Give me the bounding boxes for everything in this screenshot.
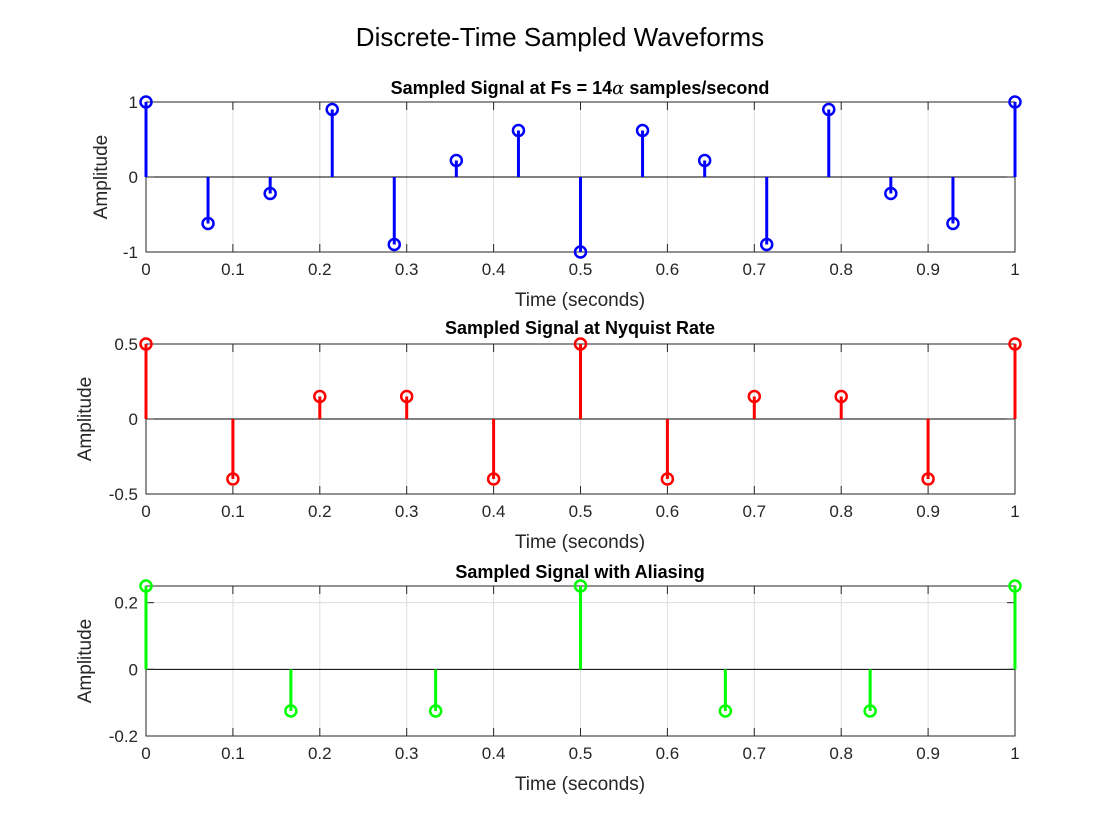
- stem-marker: [226, 472, 240, 486]
- x-tick-label: 0.2: [308, 502, 332, 521]
- x-tick-label: 0.3: [395, 744, 419, 763]
- stem-marker: [511, 123, 526, 138]
- stem-marker: [573, 245, 588, 259]
- stem-marker: [325, 102, 339, 117]
- x-tick-label: 0.1: [221, 744, 245, 763]
- xlabel-bottom: Time (seconds): [515, 774, 645, 795]
- stem-marker: [884, 186, 898, 201]
- stem-marker: [660, 472, 675, 486]
- y-tick-label: 0.5: [114, 335, 138, 354]
- x-tick-label: 0.2: [308, 260, 332, 279]
- x-tick-label: 0: [141, 744, 150, 763]
- y-tick-label: 0: [129, 168, 138, 187]
- x-tick-label: 0.9: [916, 260, 940, 279]
- x-tick-label: 0.1: [221, 260, 245, 279]
- figure-suptitle: Discrete-Time Sampled Waveforms: [356, 22, 764, 52]
- x-tick-label: 1: [1010, 744, 1019, 763]
- xlabel-middle: Time (seconds): [515, 532, 645, 553]
- ylabel-top: Amplitude: [91, 135, 112, 220]
- stem-marker: [263, 186, 277, 201]
- stem-marker: [946, 216, 960, 231]
- x-tick-label: 0.5: [569, 260, 593, 279]
- axes-title-bottom: Sampled Signal with Aliasing: [455, 562, 704, 582]
- axes-top: 0 0.1 0.2 0.3 0.4 0.5 0.6 0.7 0.8 0.9 1-101 Sample…: [91, 78, 1022, 311]
- xlabel-top: Time (seconds): [515, 290, 645, 311]
- x-tick-label: 0.6: [656, 260, 680, 279]
- stem-marker: [449, 153, 464, 168]
- stem-marker: [834, 389, 848, 404]
- stem-marker: [399, 389, 414, 404]
- x-tick-label: 0.7: [742, 502, 766, 521]
- x-tick-label: 0.5: [569, 502, 593, 521]
- stem-marker: [635, 123, 650, 138]
- x-tick-label: 0.7: [742, 260, 766, 279]
- stem-marker: [284, 704, 298, 718]
- stem-marker: [1008, 579, 1022, 593]
- x-tick-label: 0.6: [656, 744, 680, 763]
- axes-middle: 0 0.1 0.2 0.3 0.4 0.5 0.6 0.7 0.8 0.9 1-0.500.5 Sa…: [75, 318, 1022, 553]
- x-tick-label: 0.9: [916, 502, 940, 521]
- stem-marker: [1008, 337, 1022, 351]
- x-tick-label: 0.1: [221, 502, 245, 521]
- stem-marker: [573, 337, 588, 351]
- x-tick-label: 0: [141, 502, 150, 521]
- x-tick-label: 0.5: [569, 744, 593, 763]
- y-tick-label: -0.2: [109, 727, 138, 746]
- stem-marker: [747, 389, 762, 404]
- stem-marker: [139, 95, 153, 109]
- x-tick-label: 1: [1010, 260, 1019, 279]
- x-tick-label: 0.9: [916, 744, 940, 763]
- x-tick-label: 0.8: [829, 502, 853, 521]
- axes-title-middle: Sampled Signal at Nyquist Rate: [445, 318, 715, 338]
- stem-marker: [921, 472, 935, 486]
- x-tick-label: 0: [141, 260, 150, 279]
- axes-bottom: 0 0.1 0.2 0.3 0.4 0.5 0.6 0.7 0.8 0.9 1-0.200.2 Sa…: [75, 562, 1022, 795]
- axes-title-top: Sampled Signal at Fs = 14α samples/secon…: [391, 78, 770, 99]
- ylabel-bottom: Amplitude: [75, 619, 96, 704]
- stem-marker: [387, 237, 402, 252]
- stem-marker: [573, 579, 588, 593]
- plot-area: 0 0.1 0.2 0.3 0.4 0.5 0.6 0.7 0.8 0.9 1-101: [123, 93, 1022, 279]
- x-tick-label: 0.8: [829, 260, 853, 279]
- plot-area: 0 0.1 0.2 0.3 0.4 0.5 0.6 0.7 0.8 0.9 1-0.500.5: [109, 335, 1022, 521]
- stem-marker: [863, 704, 877, 718]
- x-tick-label: 0.2: [308, 744, 332, 763]
- y-tick-label: 0: [129, 660, 138, 679]
- stem-marker: [1008, 95, 1022, 109]
- stem-marker: [428, 704, 443, 718]
- ylabel-middle: Amplitude: [75, 377, 96, 462]
- x-tick-label: 0.7: [742, 744, 766, 763]
- stem-marker: [759, 237, 774, 252]
- x-tick-label: 0.4: [482, 502, 506, 521]
- stem-marker: [718, 704, 733, 718]
- y-tick-label: -0.5: [109, 485, 138, 504]
- x-tick-label: 0.8: [829, 744, 853, 763]
- y-tick-label: 0.2: [114, 594, 138, 613]
- y-tick-label: -1: [123, 243, 138, 262]
- y-tick-label: 0: [129, 410, 138, 429]
- stem-marker: [697, 153, 712, 168]
- stem-marker: [139, 337, 153, 351]
- plot-area: 0 0.1 0.2 0.3 0.4 0.5 0.6 0.7 0.8 0.9 1-0.200.2: [109, 579, 1022, 763]
- stem-marker: [313, 389, 327, 404]
- x-tick-label: 0.3: [395, 502, 419, 521]
- y-tick-label: 1: [129, 93, 138, 112]
- stem-marker: [822, 102, 836, 117]
- stem-marker: [486, 472, 501, 486]
- stem-marker: [139, 579, 153, 593]
- x-tick-label: 1: [1010, 502, 1019, 521]
- stem-marker: [201, 216, 215, 231]
- x-tick-label: 0.4: [482, 744, 506, 763]
- x-tick-label: 0.3: [395, 260, 419, 279]
- x-tick-label: 0.6: [656, 502, 680, 521]
- x-tick-label: 0.4: [482, 260, 506, 279]
